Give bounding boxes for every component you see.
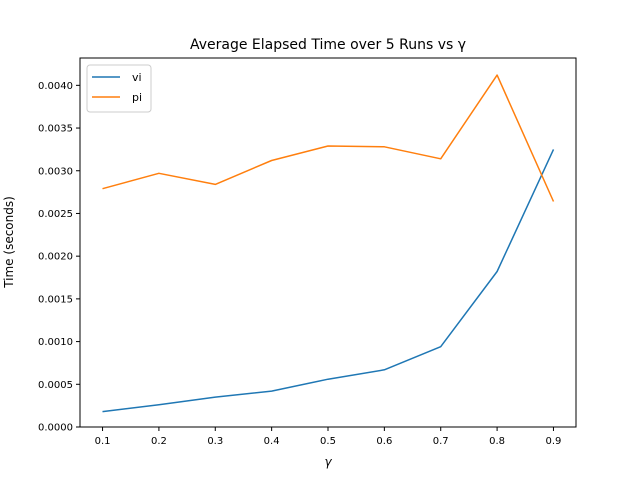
y-tick-label: 0.0030 <box>38 166 73 177</box>
series-line-pi <box>102 74 555 202</box>
y-tick-label: 0.0010 <box>38 337 73 348</box>
y-tick-label: 0.0000 <box>38 423 73 434</box>
y-tick-label: 0.0025 <box>38 209 73 220</box>
x-tick-label: 0.2 <box>151 436 167 447</box>
x-tick-label: 0.4 <box>264 436 280 447</box>
legend-label-pi: pi <box>132 91 142 104</box>
x-tick-label: 0.1 <box>95 436 111 447</box>
x-tick-label: 0.3 <box>207 436 223 447</box>
y-axis-label: Time (seconds) <box>2 196 16 289</box>
y-tick-label: 0.0015 <box>38 294 73 305</box>
x-tick-label: 0.6 <box>376 436 392 447</box>
x-axis-label: γ <box>324 455 332 469</box>
x-tick-label: 0.9 <box>546 436 562 447</box>
chart-title: Average Elapsed Time over 5 Runs vs γ <box>190 37 466 53</box>
legend: vi pi <box>86 64 152 113</box>
series-line-vi <box>102 149 555 413</box>
x-tick-label: 0.8 <box>489 436 505 447</box>
y-tick-label: 0.0005 <box>38 380 73 391</box>
plot-lines <box>102 74 555 413</box>
plot-frame <box>79 57 577 428</box>
y-tick-label: 0.0040 <box>38 81 73 92</box>
x-tick-label: 0.5 <box>320 436 336 447</box>
y-tick-label: 0.0035 <box>38 124 73 135</box>
legend-label-vi: vi <box>132 71 142 84</box>
y-axis: 0.0000 0.0005 0.0010 0.0015 0.0020 0.0025 0.00… <box>38 81 80 434</box>
y-tick-label: 0.0020 <box>38 252 73 263</box>
x-axis: 0.1 0.2 0.3 0.4 0.5 0.6 0.7 0.8 0.9 <box>95 427 562 447</box>
x-tick-label: 0.7 <box>433 436 449 447</box>
